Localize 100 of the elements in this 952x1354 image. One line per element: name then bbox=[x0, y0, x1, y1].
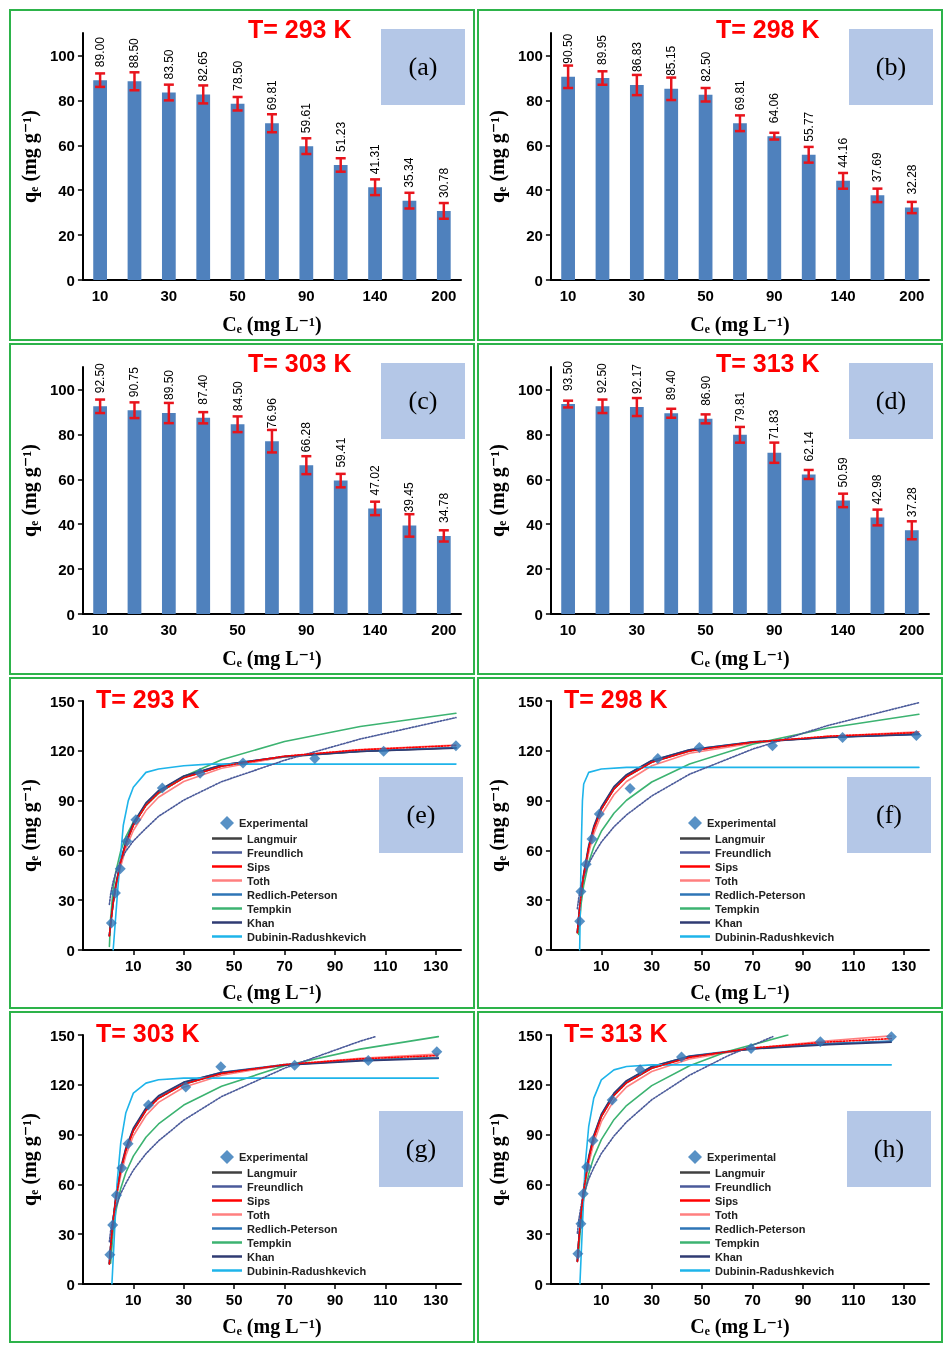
point bbox=[572, 1248, 584, 1260]
data-label: 92.17 bbox=[629, 363, 644, 395]
y-tick-label: 40 bbox=[526, 181, 543, 199]
line-series bbox=[111, 1077, 440, 1285]
bar bbox=[127, 81, 142, 280]
y-axis-title: qₑ (mg g⁻¹) bbox=[18, 444, 41, 537]
point bbox=[107, 1219, 119, 1231]
y-tick-label: 90 bbox=[58, 792, 75, 810]
y-axis-title: qₑ (mg g⁻¹) bbox=[486, 110, 509, 203]
x-tick-label: 140 bbox=[830, 621, 856, 638]
chart-title: T= 303 K bbox=[248, 348, 352, 377]
data-label: 37.28 bbox=[904, 486, 919, 518]
y-tick-label: 100 bbox=[49, 46, 75, 64]
legend-label: Redlich-Peterson bbox=[247, 1222, 338, 1235]
data-label: 71.83 bbox=[767, 409, 782, 440]
y-axis-title: qₑ (mg g⁻¹) bbox=[18, 779, 41, 872]
point bbox=[581, 1161, 593, 1173]
point bbox=[142, 1099, 154, 1111]
data-label: 42.98 bbox=[870, 474, 885, 505]
legend-label: Freundlich bbox=[715, 846, 772, 859]
bar bbox=[127, 410, 142, 614]
bar bbox=[561, 404, 575, 614]
legend-label: Sips bbox=[715, 860, 739, 873]
x-axis-title: Cₑ (mg L⁻¹) bbox=[690, 313, 790, 336]
legend-label: Dubinin-Radushkevich bbox=[247, 1264, 367, 1277]
data-label: 86.83 bbox=[629, 41, 644, 73]
chart-title: T= 298 K bbox=[564, 684, 668, 713]
y-tick-label: 60 bbox=[526, 1175, 543, 1193]
point bbox=[378, 745, 390, 757]
x-tick-label: 10 bbox=[559, 621, 577, 638]
bar bbox=[93, 406, 107, 614]
data-label: 69.81 bbox=[732, 79, 747, 111]
x-tick-label: 50 bbox=[229, 287, 246, 304]
x-tick-label: 70 bbox=[276, 957, 293, 974]
bar bbox=[230, 103, 245, 280]
x-tick-label: 10 bbox=[124, 957, 142, 974]
point bbox=[606, 1094, 618, 1106]
x-tick-label: 30 bbox=[628, 287, 646, 304]
y-tick-label: 90 bbox=[526, 1126, 543, 1144]
x-tick-label: 200 bbox=[899, 287, 925, 304]
y-tick-label: 0 bbox=[66, 941, 75, 959]
bar bbox=[904, 207, 919, 280]
legend-label: Tempkin bbox=[715, 1236, 760, 1249]
legend-label: Freundlich bbox=[247, 846, 304, 859]
chart-title: T= 293 K bbox=[96, 684, 200, 713]
x-axis-title: Cₑ (mg L⁻¹) bbox=[222, 647, 322, 670]
point bbox=[652, 753, 664, 765]
point bbox=[580, 858, 592, 870]
x-tick-label: 10 bbox=[91, 621, 109, 638]
legend-label: Tempkin bbox=[247, 1236, 292, 1249]
bar bbox=[196, 94, 211, 280]
y-tick-label: 150 bbox=[49, 692, 75, 710]
x-tick-label: 90 bbox=[297, 621, 315, 638]
legend-label: Freundlich bbox=[247, 1180, 304, 1193]
x-tick-label: 140 bbox=[362, 621, 388, 638]
data-label: 86.90 bbox=[698, 375, 713, 406]
y-tick-label: 80 bbox=[58, 91, 75, 109]
legend-label: Redlich-Peterson bbox=[247, 888, 338, 901]
x-tick-label: 140 bbox=[362, 287, 388, 304]
x-tick-label: 30 bbox=[628, 621, 646, 638]
data-label: 47.02 bbox=[368, 465, 383, 496]
bar bbox=[196, 417, 211, 614]
x-tick-label: 200 bbox=[899, 621, 925, 638]
data-label: 89.40 bbox=[664, 369, 679, 401]
y-tick-label: 60 bbox=[58, 136, 75, 154]
data-label: 92.50 bbox=[93, 362, 108, 394]
x-tick-label: 10 bbox=[592, 1291, 610, 1308]
bar bbox=[436, 535, 451, 614]
label-box: (h) bbox=[847, 1111, 931, 1187]
point bbox=[745, 1042, 757, 1054]
bar bbox=[629, 85, 644, 280]
legend-label: Dubinin-Radushkevich bbox=[715, 930, 835, 943]
legend-label: Toth bbox=[715, 874, 739, 887]
point bbox=[624, 782, 636, 794]
data-label: 90.75 bbox=[127, 366, 142, 398]
label-box: (g) bbox=[379, 1111, 463, 1187]
legend-label: Toth bbox=[247, 1208, 271, 1221]
x-tick-label: 110 bbox=[841, 957, 866, 974]
legend-label: Toth bbox=[247, 874, 271, 887]
y-tick-label: 0 bbox=[66, 605, 75, 623]
legend-label: Khan bbox=[247, 1250, 275, 1263]
bar bbox=[836, 500, 850, 614]
bar bbox=[698, 94, 713, 280]
y-tick-label: 60 bbox=[58, 1175, 75, 1193]
data-label: 82.65 bbox=[196, 51, 211, 82]
y-tick-label: 150 bbox=[517, 1026, 543, 1044]
point bbox=[122, 1138, 134, 1150]
legend-label: Experimental bbox=[239, 1151, 309, 1163]
legend-label: Langmuir bbox=[247, 832, 298, 845]
x-tick-label: 70 bbox=[744, 1291, 761, 1308]
data-label: 90.50 bbox=[561, 33, 576, 64]
bar bbox=[161, 92, 176, 280]
data-label: 62.14 bbox=[801, 431, 816, 462]
point bbox=[289, 1059, 301, 1071]
x-tick-label: 130 bbox=[423, 957, 449, 974]
bar bbox=[93, 80, 107, 280]
x-tick-label: 30 bbox=[175, 957, 193, 974]
data-label: 59.61 bbox=[299, 102, 314, 134]
point bbox=[675, 1051, 687, 1063]
y-tick-label: 0 bbox=[66, 271, 75, 289]
